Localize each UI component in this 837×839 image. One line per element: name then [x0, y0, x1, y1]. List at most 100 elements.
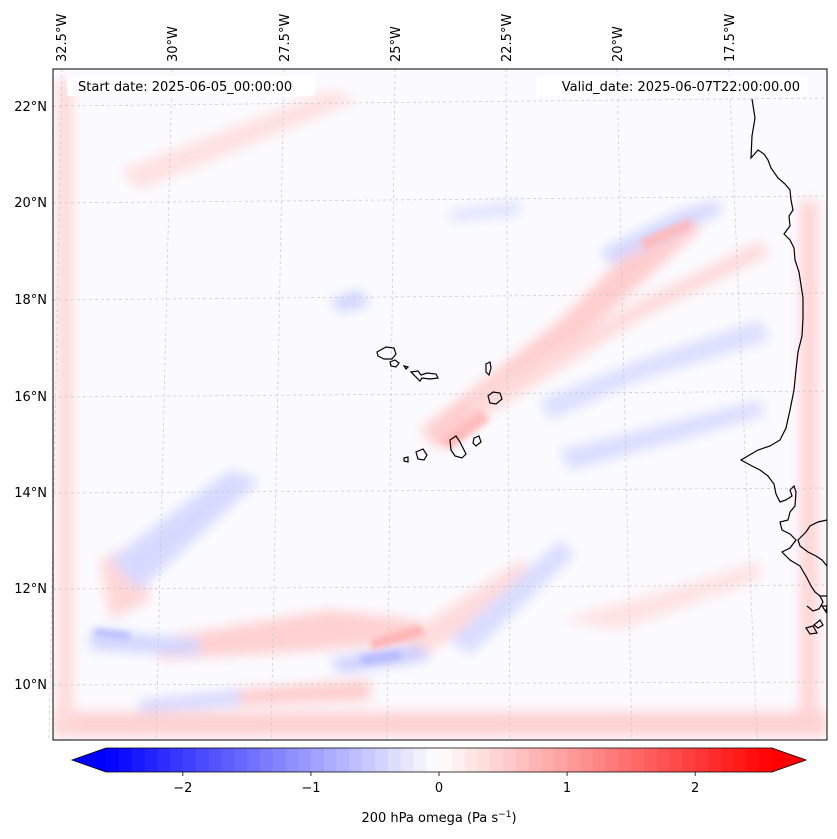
lat-label: 16°N — [14, 390, 47, 405]
island-sal — [485, 361, 492, 377]
colorbar-segment — [387, 748, 402, 772]
colorbar-segment — [746, 748, 760, 772]
colorbar-tick-label: −2 — [173, 781, 192, 796]
gridline-lon — [155, 68, 173, 741]
colorbar-segment — [656, 748, 671, 772]
colorbar-segment — [131, 748, 146, 772]
island-sao-vicente — [389, 359, 400, 368]
colorbar-segment — [490, 748, 504, 772]
african-coastline — [739, 98, 827, 597]
colorbar-segment — [733, 748, 747, 772]
lon-label: 22.5°W — [500, 14, 515, 62]
lat-label: 12°N — [14, 582, 47, 597]
colorbar-segment — [707, 748, 722, 772]
lat-label: 20°N — [14, 196, 47, 211]
colorbar-ticks: −2 −1 0 1 2 — [173, 772, 699, 796]
island-santa-luzia — [402, 365, 410, 370]
colorbar-segment — [592, 748, 607, 772]
gridline-lon — [270, 68, 285, 741]
colorbar-segment — [503, 748, 517, 772]
colorbar-segment — [285, 748, 299, 772]
lat-label: 14°N — [14, 486, 47, 501]
colorbar-segments — [106, 748, 773, 772]
island-fogo — [415, 448, 428, 461]
lon-label: 30°W — [166, 26, 181, 62]
gridline-lon — [48, 68, 63, 741]
island-maio — [472, 435, 482, 447]
colorbar-segment — [669, 748, 683, 772]
omega-field — [53, 80, 827, 736]
colorbar-segment — [349, 748, 363, 772]
lon-label: 27.5°W — [278, 14, 293, 62]
gridlines — [48, 68, 828, 741]
colorbar-segment — [374, 748, 389, 772]
colorbar-segment — [298, 748, 312, 772]
gridline-lon — [505, 68, 511, 741]
bijagos-islands — [805, 595, 828, 635]
lon-label: 17.5°W — [723, 14, 738, 62]
colorbar-segment — [182, 748, 197, 772]
start-date-box — [67, 76, 315, 96]
colorbar-segment — [605, 748, 619, 772]
start-date-label: Start date: 2025-06-05_00:00:00 — [78, 80, 292, 95]
colorbar: −2 −1 0 1 2 200 hPa omega (Pa s−1) — [70, 747, 808, 826]
colorbar-segment — [554, 748, 568, 772]
colorbar-segment — [682, 748, 696, 772]
colorbar-segment — [246, 748, 261, 772]
colorbar-segment — [259, 748, 274, 772]
island-boa-vista — [487, 391, 503, 405]
colorbar-segment — [234, 748, 248, 772]
coastlines — [376, 98, 828, 635]
colorbar-extend-max — [772, 748, 806, 772]
colorbar-segment — [208, 748, 222, 772]
colorbar-segment — [579, 748, 594, 772]
colorbar-tick-label: 0 — [435, 781, 443, 796]
lon-label: 25°W — [389, 26, 404, 62]
colorbar-segment — [323, 748, 338, 772]
colorbar-segment — [439, 748, 453, 772]
colorbar-segment — [426, 748, 440, 772]
colorbar-segment — [310, 748, 325, 772]
gridline-lon — [616, 68, 633, 741]
valid-date-box — [537, 76, 807, 96]
colorbar-segment — [272, 748, 286, 772]
colorbar-outline — [70, 747, 808, 773]
lat-label: 22°N — [14, 100, 47, 115]
longitude-labels: 32.5°W 30°W 27.5°W 25°W 22.5°W 20°W 17.5… — [55, 14, 738, 62]
colorbar-segment — [515, 748, 530, 772]
map-panel: Start date: 2025-06-05_00:00:00 Valid_da… — [48, 68, 828, 741]
colorbar-segment — [618, 748, 632, 772]
colorbar-segment — [118, 748, 133, 772]
colorbar-tick-label: 2 — [691, 781, 699, 796]
lat-label: 10°N — [14, 678, 47, 693]
colorbar-segment — [144, 748, 158, 772]
colorbar-segment — [336, 748, 350, 772]
omega-detail — [95, 218, 692, 665]
colorbar-label-exponent: −1 — [498, 810, 511, 820]
lon-label: 20°W — [611, 26, 626, 62]
lon-label: 32.5°W — [55, 14, 70, 62]
colorbar-segment — [464, 748, 479, 772]
colorbar-tick-label: 1 — [563, 781, 571, 796]
colorbar-segment — [157, 748, 171, 772]
colorbar-segment — [106, 748, 120, 772]
colorbar-label-close: ) — [511, 811, 516, 826]
lat-label: 18°N — [14, 293, 47, 308]
map-frame — [52, 68, 828, 741]
colorbar-segment — [477, 748, 491, 772]
gridline-lon — [728, 68, 758, 741]
colorbar-label: 200 hPa omega (Pa s−1) — [361, 810, 516, 826]
colorbar-segment — [221, 748, 235, 772]
island-santo-antao — [376, 346, 397, 360]
omega-shading — [53, 80, 827, 736]
colorbar-segment — [362, 748, 376, 772]
colorbar-segment — [631, 748, 645, 772]
island-sao-nicolau — [409, 370, 439, 382]
island-santiago — [449, 435, 467, 459]
gridline-lon — [386, 68, 396, 741]
latitude-labels: 22°N 20°N 18°N 16°N 14°N 12°N 10°N — [14, 100, 47, 693]
colorbar-segment — [451, 748, 466, 772]
colorbar-segment — [195, 748, 210, 772]
colorbar-label-text: 200 hPa omega (Pa s — [361, 811, 498, 826]
valid-date-label: Valid_date: 2025-06-07T22:00:00.00 — [562, 80, 800, 95]
